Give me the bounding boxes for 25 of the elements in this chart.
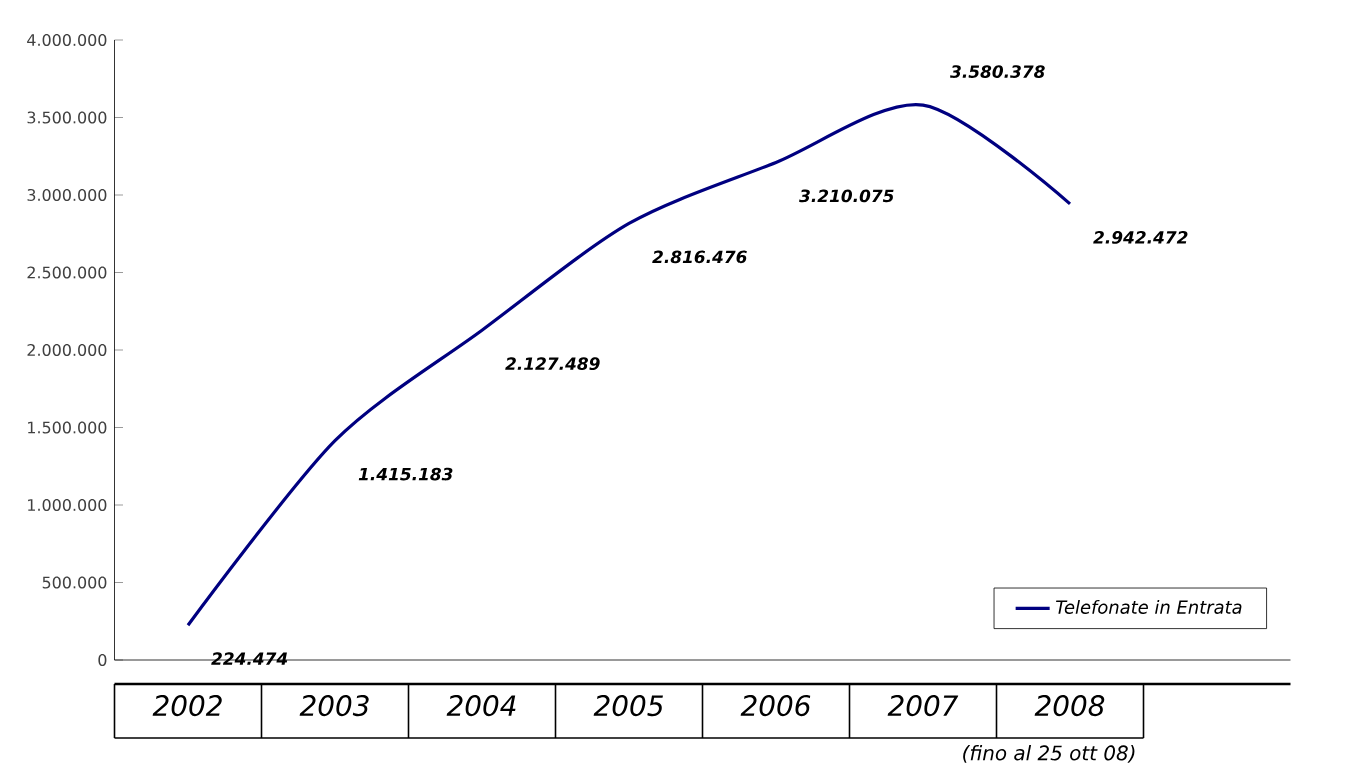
data-label: 3.580.378 bbox=[950, 65, 1045, 79]
y-tick-label: 4.000.000 bbox=[27, 33, 107, 47]
x-tick-label: 2003 bbox=[299, 695, 369, 717]
y-tick-label: 3.500.000 bbox=[27, 111, 107, 124]
data-label: 224.474 bbox=[211, 652, 288, 665]
y-tick-label: 3.000.000 bbox=[27, 188, 107, 202]
data-label: 2.942.472 bbox=[1093, 230, 1188, 244]
y-tick-label: 2.500.000 bbox=[27, 266, 107, 279]
x-tick-label: 2004 bbox=[446, 695, 516, 717]
data-label: 2.127.489 bbox=[505, 357, 600, 371]
text: (fino al 25 ott 08) bbox=[963, 745, 1135, 763]
data-label: 1.415.183 bbox=[358, 467, 453, 481]
legend-label: Telefonate in Entrata bbox=[1056, 600, 1242, 614]
y-tick-label: 500.000 bbox=[42, 576, 107, 589]
x-tick-label: 2002 bbox=[152, 695, 222, 717]
data-label: 3.210.075 bbox=[799, 189, 894, 203]
x-tick-label: 2005 bbox=[593, 695, 663, 717]
x-tick-label: 2006 bbox=[740, 695, 811, 717]
data-label: 2.816.476 bbox=[652, 250, 747, 264]
y-tick-label: 2.000.000 bbox=[27, 343, 107, 357]
x-tick-label: 2008 bbox=[1034, 695, 1105, 717]
y-tick-label: 1.000.000 bbox=[28, 498, 107, 512]
y-tick-label: 0 bbox=[98, 653, 107, 667]
y-tick-label: 1.500.000 bbox=[28, 421, 107, 434]
x-tick-label: 2007 bbox=[887, 695, 959, 717]
